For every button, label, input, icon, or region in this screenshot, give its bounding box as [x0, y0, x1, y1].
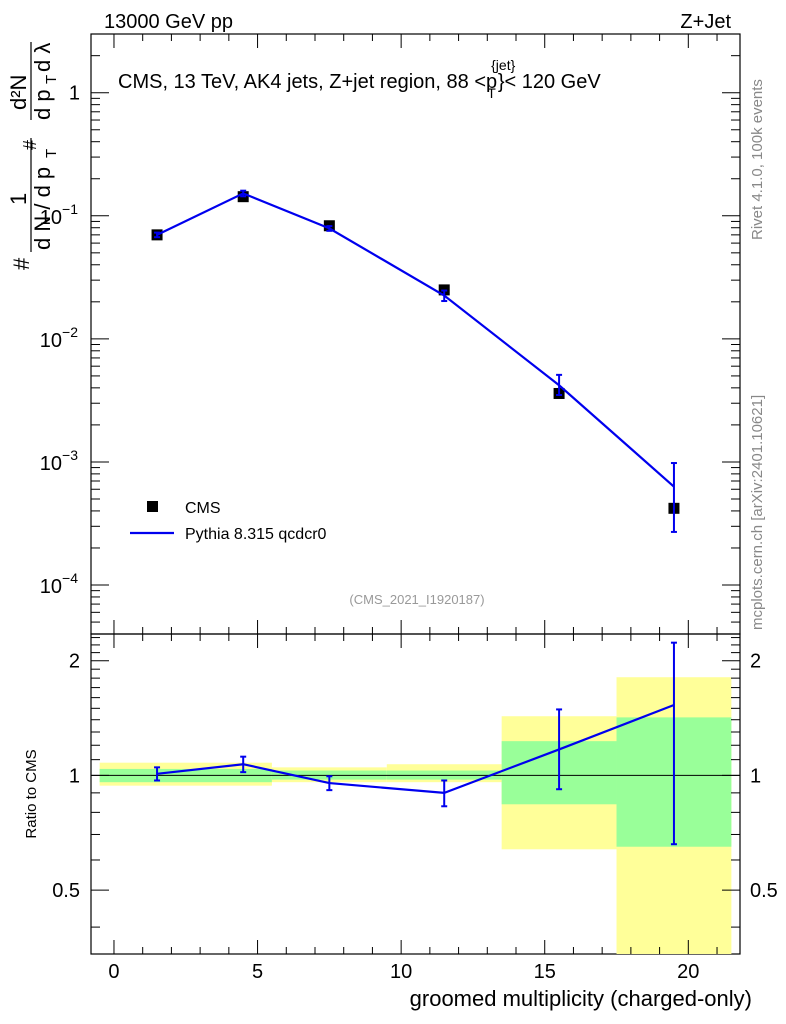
y-tick-label: 10−4	[40, 570, 78, 598]
main-axis-ticks: 1 10−1 10−2 10−3 10−4	[40, 33, 740, 635]
main-plot-title: CMS, 13 TeV, AK4 jets, Z+jet region, 88 …	[118, 57, 601, 101]
x-tick-label: 10	[390, 961, 412, 983]
ratio-y-tick-label: 2	[69, 651, 80, 673]
legend-cms-label: CMS	[185, 500, 221, 517]
y-tick-label: 10−1	[40, 201, 78, 229]
analysis-id-watermark: (CMS_2021_I1920187)	[349, 592, 484, 607]
header-energy-label: 13000 GeV pp	[104, 11, 233, 33]
ratio-y-axis-label: Ratio to CMS	[23, 749, 40, 838]
ylabel-t-sub-2: T	[43, 75, 60, 84]
ratio-y-tick-label: 1	[69, 765, 80, 787]
ylabel-hash-top: #	[9, 257, 34, 270]
ratio-y-tick-label: 0.5	[52, 880, 80, 902]
y-tick-label: 1	[69, 83, 80, 105]
ylabel-one: 1	[6, 193, 31, 205]
x-tick-label: 0	[108, 961, 119, 983]
ylabel-d2n: d²N	[6, 75, 31, 110]
y-tick-label: 10−3	[40, 447, 78, 475]
rivet-version-label: Rivet 4.1.0, 100k events	[749, 79, 766, 240]
legend-cms-marker	[147, 501, 158, 512]
ylabel-t-sub-1: T	[43, 149, 60, 158]
ylabel-dlambda: d λ	[30, 43, 55, 72]
ratio-y-tick-label-right: 1	[750, 765, 761, 787]
ylabel-dpt: d p	[30, 89, 55, 120]
x-tick-label: 15	[534, 961, 556, 983]
ratio-series-line	[156, 704, 675, 794]
pythia-series-line	[156, 192, 675, 488]
x-tick-label: 20	[677, 961, 699, 983]
x-axis-label: groomed multiplicity (charged-only)	[410, 986, 752, 1011]
ylabel-hash-mid: #	[20, 140, 40, 150]
main-plot-frame	[90, 33, 741, 635]
y-tick-label: 10−2	[40, 324, 78, 352]
ratio-y-tick-label-right: 0.5	[750, 880, 778, 902]
ratio-axis-ticks: 0 5 10 15 20 2 2 1 1 0.5 0.5	[52, 634, 778, 983]
mcplots-source-label: mcplots.cern.ch [arXiv:2401.10621]	[749, 395, 766, 630]
main-y-axis-label: # 1 d N / d p T # d²N d p T d λ	[6, 42, 60, 270]
ylabel-dn-dpt: d N / d p	[30, 167, 55, 250]
main-plot-marks	[151, 189, 680, 533]
ratio-plot-marks	[154, 641, 677, 846]
ratio-y-tick-label-right: 2	[750, 651, 761, 673]
x-tick-label: 5	[252, 961, 263, 983]
header-process-label: Z+Jet	[680, 11, 731, 33]
ratio-plot-frame	[90, 633, 741, 955]
legend-pythia-label: Pythia 8.315 qcdcr0	[185, 526, 327, 543]
